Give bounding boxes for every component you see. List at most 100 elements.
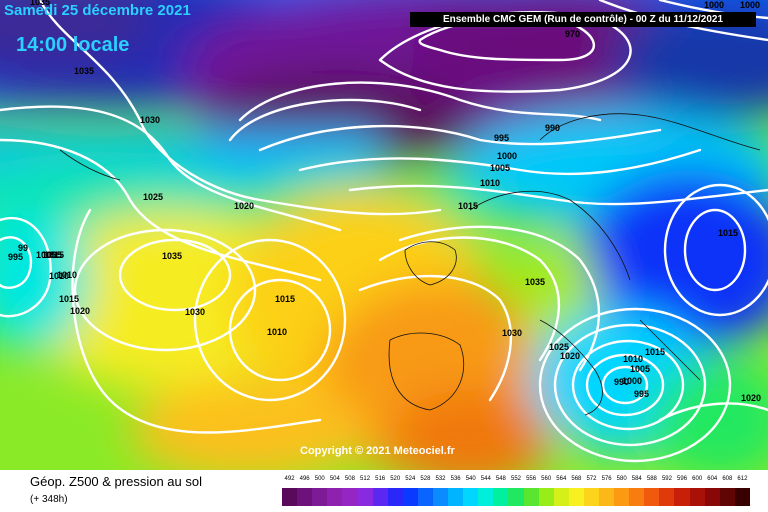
pressure-label: 995 (8, 252, 23, 262)
pressure-label: 1030 (140, 115, 160, 125)
color-swatch (508, 488, 524, 506)
color-swatch (734, 488, 750, 506)
scale-label: 600 (692, 476, 703, 482)
color-swatch (659, 488, 675, 506)
pressure-label-layer: 1035 1035 1030 1025 1020 1035 1030 1015 … (8, 0, 761, 403)
color-swatch (583, 488, 599, 506)
pressure-label: 990 (545, 123, 560, 133)
forecast-hour: (+ 348h) (30, 494, 68, 505)
scale-label: 604 (707, 476, 718, 482)
pressure-label: 1010 (267, 327, 287, 337)
scale-label: 492 (284, 476, 295, 482)
pressure-label: 1000 (622, 376, 642, 386)
scale-label: 612 (737, 476, 748, 482)
color-swatch (598, 488, 615, 506)
coastlines (59, 113, 761, 416)
scale-label: 552 (510, 476, 522, 482)
color-swatch (448, 488, 464, 506)
color-swatch (674, 488, 690, 506)
copyright-text: Copyright © 2021 Meteociel.fr (300, 445, 455, 457)
color-swatch (644, 488, 660, 506)
pressure-label: 1035 (74, 66, 94, 76)
scale-label: 564 (556, 476, 567, 482)
pressure-label: 1005 (42, 250, 62, 260)
color-swatch (719, 488, 735, 506)
color-swatch (478, 488, 494, 506)
pressure-label: 1020 (741, 393, 761, 403)
color-swatch (417, 488, 433, 506)
scale-label: 580 (616, 476, 627, 482)
scale-label: 560 (541, 476, 552, 482)
color-swatch (568, 488, 584, 506)
scale-label: 524 (405, 476, 416, 482)
scale-label: 608 (722, 476, 733, 482)
pressure-label: 1035 (162, 251, 182, 261)
pressure-label: 1035 (30, 0, 50, 7)
pressure-label: 1025 (143, 192, 163, 202)
scale-label: 512 (360, 476, 371, 482)
forecast-date: Samedi 25 décembre 2021 (4, 2, 191, 19)
scale-label: 576 (601, 476, 612, 482)
color-scale-labels: 492 496 500 504 508 512 516 520 524 528 532 536 540 5… (282, 476, 750, 486)
color-swatch (282, 488, 298, 506)
color-scale-bar (282, 488, 750, 506)
pressure-label: 1035 (525, 277, 545, 287)
color-swatch (387, 488, 403, 506)
scale-label: 568 (571, 476, 582, 482)
legend-title: Géop. Z500 & pression au sol (30, 474, 202, 489)
pressure-label: 1005 (630, 364, 650, 374)
pressure-label: 1010 (49, 271, 69, 281)
pressure-label: 1010 (480, 178, 500, 188)
pressure-label: 995 (634, 389, 649, 399)
color-swatch (463, 488, 479, 506)
pressure-label: 99 (18, 243, 28, 253)
scale-label: 548 (495, 476, 506, 482)
scale-label: 540 (465, 476, 476, 482)
color-swatch (629, 488, 645, 506)
pressure-label: 1005 (36, 250, 56, 260)
pressure-label: 990 (614, 377, 629, 387)
scale-label: 544 (480, 476, 491, 482)
pressure-label: 1020 (70, 306, 90, 316)
scale-label: 528 (420, 476, 431, 482)
isobars (0, 0, 768, 463)
pressure-label: 1015 (718, 228, 738, 238)
color-swatch (493, 488, 509, 506)
pressure-label: 1025 (549, 342, 569, 352)
geopotential-field: 1035 1035 1030 1025 1020 1035 1030 1015 … (0, 0, 768, 470)
pressure-label: 1000 (704, 0, 724, 10)
color-swatch (614, 488, 630, 506)
pressure-label: 1015 (275, 294, 295, 304)
scale-label: 536 (450, 476, 461, 482)
pressure-label: 970 (565, 29, 580, 39)
pressure-label: 1015 (458, 201, 478, 211)
pressure-label: 1010 (623, 354, 643, 364)
color-swatch (357, 488, 373, 506)
pressure-map: 1035 1035 1030 1025 1020 1035 1030 1015 … (0, 0, 768, 470)
color-swatch (538, 488, 554, 506)
scale-label: 596 (677, 476, 688, 482)
pressure-label: 1010 (57, 270, 77, 280)
pressure-label: 1015 (645, 347, 665, 357)
pressure-label: 1000 (497, 151, 517, 161)
color-swatch (402, 488, 418, 506)
pressure-label: 1015 (59, 294, 79, 304)
scale-label: 572 (586, 476, 597, 482)
color-swatch (432, 488, 449, 506)
color-swatch (372, 488, 388, 506)
run-info-banner: Ensemble CMC GEM (Run de contrôle) - 00 … (410, 12, 756, 27)
color-swatch (704, 488, 720, 506)
pressure-label: 1000 (740, 0, 760, 10)
scale-label: 500 (314, 476, 325, 482)
scale-label: 520 (390, 476, 401, 482)
local-time: 14:00 locale (16, 34, 130, 56)
scale-label: 508 (344, 476, 355, 482)
scale-label: 496 (299, 476, 310, 482)
scale-label: 556 (526, 476, 537, 482)
color-swatch (327, 488, 343, 506)
pressure-label: 1020 (560, 351, 580, 361)
color-swatch (342, 488, 358, 506)
scale-label: 588 (646, 476, 657, 482)
pressure-label: 995 (494, 133, 509, 143)
